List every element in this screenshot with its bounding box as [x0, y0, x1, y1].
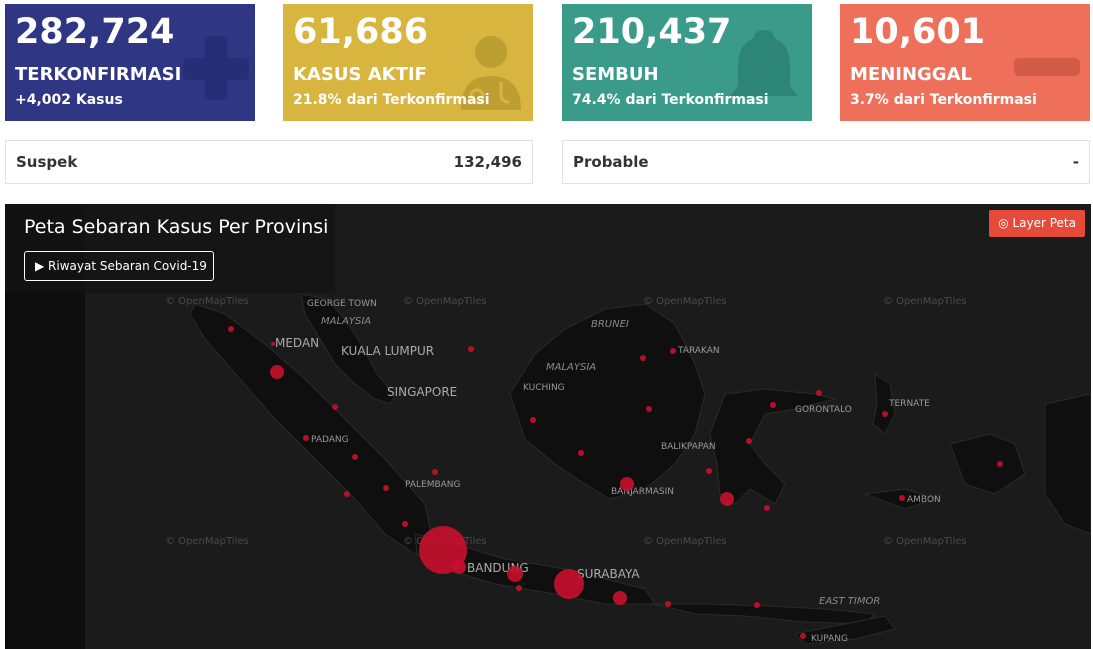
case-marker[interactable] — [402, 521, 408, 527]
card-label: KASUS AKTIF — [293, 64, 427, 85]
card-kasus-aktif: 61,686 KASUS AKTIF 21.8% dari Terkonfirm… — [283, 4, 533, 121]
layer-button[interactable]: ◎ Layer Peta — [989, 210, 1085, 237]
card-label: TERKONFIRMASI — [15, 64, 182, 85]
card-meninggal: 10,601 MENINGGAL 3.7% dari Terkonfirmasi — [840, 4, 1090, 121]
case-marker[interactable] — [352, 454, 358, 460]
case-marker[interactable] — [452, 560, 466, 574]
bell-icon — [730, 30, 798, 96]
case-marker[interactable] — [882, 411, 888, 417]
country-east-timor: EAST TIMOR — [819, 596, 880, 607]
card-number: 10,601 — [850, 12, 986, 52]
plus-icon — [183, 36, 249, 100]
case-marker[interactable] — [800, 633, 806, 639]
omt-attribution: © OpenMapTiles — [165, 296, 249, 307]
history-button[interactable]: ▶ Riwayat Sebaran Covid-19 — [24, 251, 214, 281]
omt-attribution: © OpenMapTiles — [643, 296, 727, 307]
city-kuala-lumpur: KUALA LUMPUR — [341, 344, 434, 358]
suspek-value: 132,496 — [453, 153, 522, 171]
omt-attribution: © OpenMapTiles — [883, 536, 967, 547]
case-marker[interactable] — [344, 491, 350, 497]
card-label: MENINGGAL — [850, 64, 972, 85]
card-label: SEMBUH — [572, 64, 659, 85]
city-balikpapan: BALIKPAPAN — [661, 442, 716, 452]
omt-attribution: © OpenMapTiles — [403, 296, 487, 307]
city-gorontalo: GORONTALO — [795, 405, 852, 415]
omt-attribution: © OpenMapTiles — [643, 536, 727, 547]
case-marker[interactable] — [468, 346, 474, 352]
case-marker[interactable] — [706, 468, 712, 474]
province-case-map[interactable]: © OpenMapTiles © OpenMapTiles © OpenMapT… — [5, 204, 1091, 649]
omt-attribution: © OpenMapTiles — [883, 296, 967, 307]
card-terkonfirmasi: 282,724 TERKONFIRMASI +4,002 Kasus — [5, 4, 255, 121]
city-padang: PADANG — [311, 435, 349, 445]
case-marker[interactable] — [720, 492, 734, 506]
doctor-icon — [461, 36, 521, 110]
country-brunei: BRUNEI — [591, 319, 629, 330]
case-marker[interactable] — [640, 355, 646, 361]
case-marker[interactable] — [228, 326, 234, 332]
city-surabaya: SURABAYA — [577, 567, 640, 581]
city-palembang: PALEMBANG — [405, 480, 461, 490]
map-title-panel: Peta Sebaran Kasus Per Provinsi ▶ Riwaya… — [5, 204, 335, 293]
case-marker[interactable] — [665, 601, 671, 607]
case-marker[interactable] — [764, 505, 770, 511]
case-marker[interactable] — [303, 435, 309, 441]
case-marker[interactable] — [746, 438, 752, 444]
map-title: Peta Sebaran Kasus Per Provinsi — [24, 216, 329, 238]
minus-icon — [1014, 58, 1080, 76]
case-marker[interactable] — [432, 469, 438, 475]
case-marker[interactable] — [271, 342, 275, 346]
city-singapore: SINGAPORE — [387, 385, 457, 399]
omt-attribution: © OpenMapTiles — [165, 536, 249, 547]
suspek-label: Suspek — [16, 153, 78, 171]
case-marker[interactable] — [670, 348, 676, 354]
case-marker[interactable] — [383, 485, 389, 491]
case-marker[interactable] — [816, 390, 822, 396]
probable-label: Probable — [573, 153, 649, 171]
case-marker[interactable] — [997, 461, 1003, 467]
probable-stat: Probable - — [562, 140, 1090, 184]
card-number: 282,724 — [15, 12, 175, 52]
case-markers[interactable] — [228, 326, 1003, 639]
city-banjarmasin: BANJARMASIN — [611, 487, 674, 497]
case-marker[interactable] — [770, 402, 776, 408]
card-subtext: 21.8% dari Terkonfirmasi — [293, 92, 490, 108]
case-marker[interactable] — [554, 569, 584, 599]
card-number: 210,437 — [572, 12, 732, 52]
city-medan: MEDAN — [275, 336, 319, 350]
card-number: 61,686 — [293, 12, 429, 52]
case-marker[interactable] — [578, 450, 584, 456]
suspek-stat: Suspek 132,496 — [5, 140, 533, 184]
card-subtext: 3.7% dari Terkonfirmasi — [850, 92, 1037, 108]
probable-value: - — [1072, 153, 1079, 171]
case-marker[interactable] — [516, 585, 522, 591]
case-marker[interactable] — [646, 406, 652, 412]
case-marker[interactable] — [754, 602, 760, 608]
case-marker[interactable] — [899, 495, 905, 501]
case-marker[interactable] — [332, 404, 338, 410]
city-kuching: KUCHING — [523, 383, 565, 393]
case-marker[interactable] — [530, 417, 536, 423]
country-malaysia: MALAYSIA — [546, 362, 596, 373]
city-kupang: KUPANG — [811, 634, 848, 644]
case-marker[interactable] — [613, 591, 627, 605]
card-sembuh: 210,437 SEMBUH 74.4% dari Terkonfirmasi — [562, 4, 812, 121]
city-tarakan: TARAKAN — [677, 346, 720, 356]
city-ambon: AMBON — [907, 495, 941, 505]
case-marker[interactable] — [620, 477, 634, 491]
city-george-town: GEORGE TOWN — [307, 299, 377, 309]
city-ternate: TERNATE — [888, 399, 930, 409]
country-malaysia: MALAYSIA — [321, 316, 371, 327]
card-subtext: +4,002 Kasus — [15, 92, 123, 108]
case-marker[interactable] — [507, 566, 523, 582]
card-subtext: 74.4% dari Terkonfirmasi — [572, 92, 769, 108]
case-marker[interactable] — [270, 365, 284, 379]
